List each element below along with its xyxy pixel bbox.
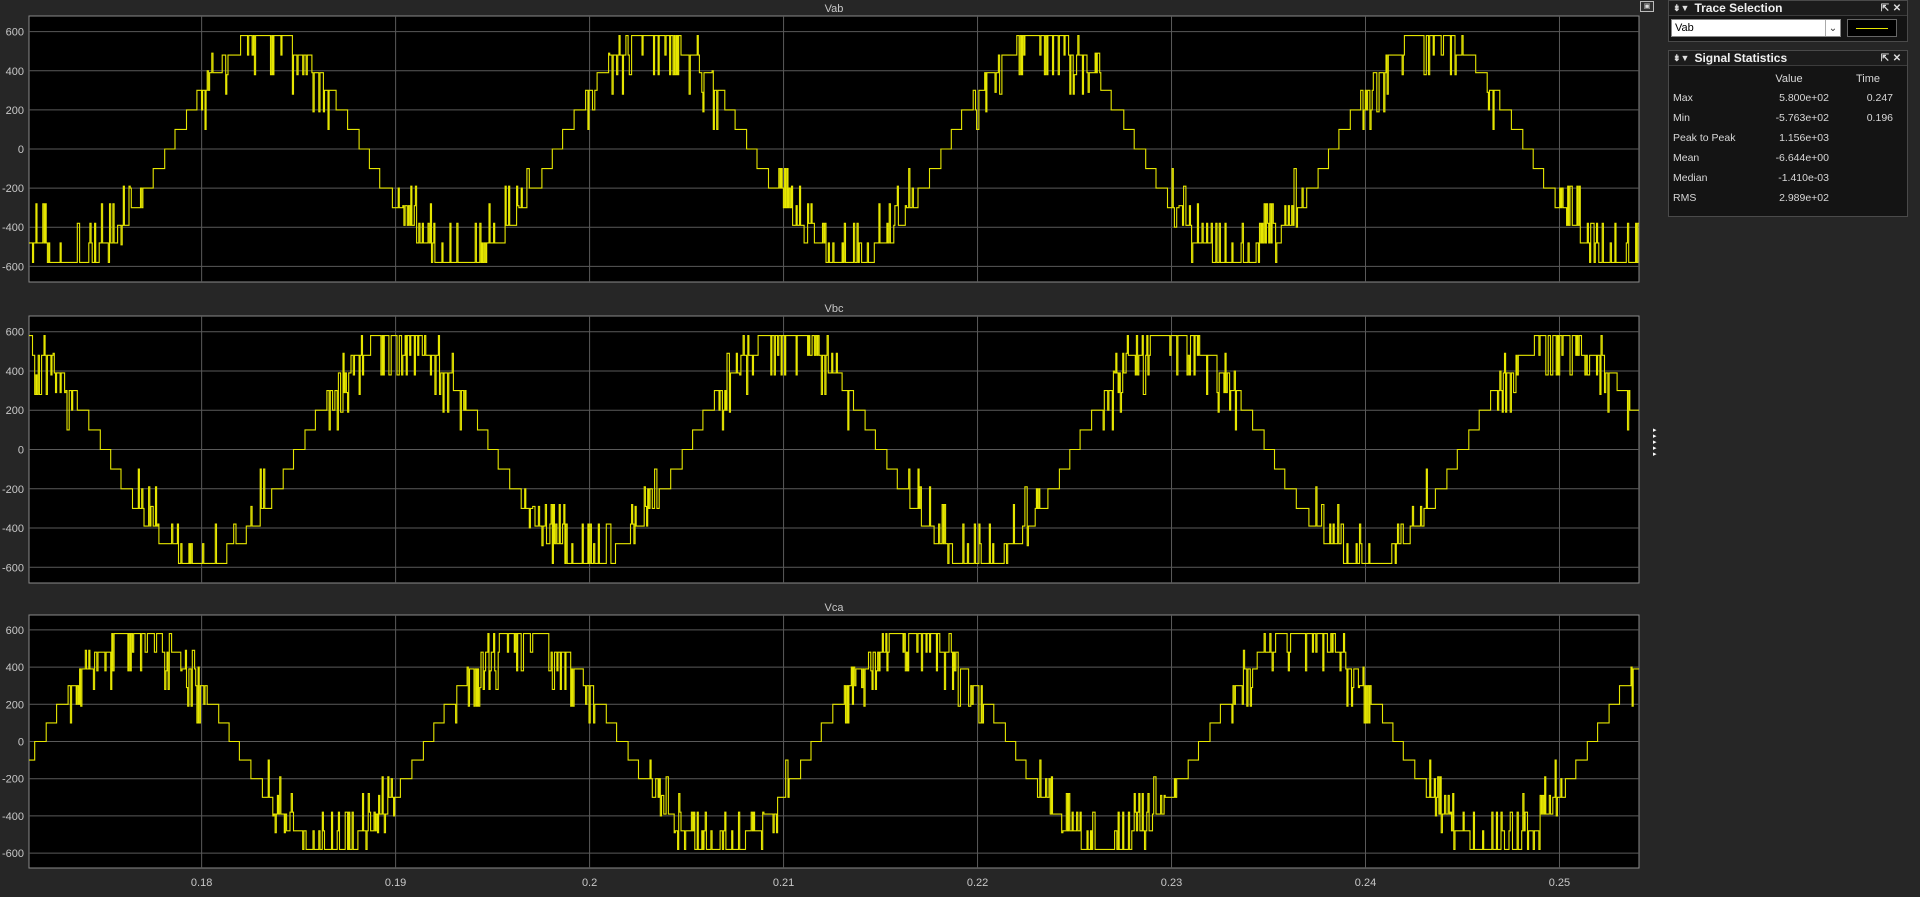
trace-selection-header[interactable]: ⇟▼ Trace Selection ⇱ ✕: [1669, 1, 1907, 16]
statistics-value: 5.800e+02: [1779, 92, 1829, 104]
signal-trace-vca: [29, 633, 1639, 850]
axes-title: Vab: [825, 3, 844, 15]
y-tick-label: -600: [2, 562, 24, 574]
statistics-value: -5.763e+02: [1775, 112, 1829, 124]
y-tick-label: -600: [2, 848, 24, 860]
y-tick-label: 400: [6, 662, 24, 674]
y-tick-label: 600: [6, 27, 24, 39]
signal-trace-vab: [29, 35, 1639, 263]
statistics-row: Peak to Peak 1.156e+03: [1669, 128, 1907, 148]
undock-icon[interactable]: ⇱: [1880, 2, 1890, 14]
x-tick-label: 0.18: [191, 877, 212, 889]
statistics-value: -6.644e+00: [1775, 152, 1829, 164]
y-tick-label: 200: [6, 405, 24, 417]
x-tick-label: 0.25: [1549, 877, 1570, 889]
statistics-row: Mean -6.644e+00: [1669, 148, 1907, 168]
undock-icon[interactable]: ⇱: [1880, 52, 1890, 64]
signal-statistics-title: Signal Statistics: [1694, 51, 1788, 65]
y-tick-label: -600: [2, 261, 24, 273]
x-tick-label: 0.21: [773, 877, 794, 889]
statistics-value: 2.989e+02: [1779, 192, 1829, 204]
close-icon[interactable]: ✕: [1892, 52, 1902, 64]
trace-line-style[interactable]: [1847, 19, 1897, 37]
statistics-label: Max: [1673, 92, 1693, 104]
statistics-value: 1.156e+03: [1779, 132, 1829, 144]
column-header: Time: [1855, 73, 1881, 85]
y-tick-label: 0: [18, 445, 24, 457]
statistics-time: [1829, 128, 1907, 148]
y-tick-label: -200: [2, 484, 24, 496]
scope-plots: Vab 600 400 200 0 -200 -400 -600 Vbc 600 400 200 0 -2…: [2, 3, 1640, 889]
trace-select-dropdown[interactable]: Vab ⌄: [1671, 19, 1841, 37]
y-tick-label: -400: [2, 811, 24, 823]
signal-statistics-panel: ⇟▼ Signal Statistics ⇱ ✕ Value Time Max 5…: [1668, 50, 1908, 217]
y-tick-label: -400: [2, 523, 24, 535]
chevron-down-icon[interactable]: ⌄: [1825, 20, 1840, 36]
close-icon[interactable]: ✕: [1892, 2, 1902, 14]
y-tick-label: -200: [2, 183, 24, 195]
y-tick-label: 0: [18, 737, 24, 749]
x-tick-label: 0.2: [582, 877, 597, 889]
statistics-label: RMS: [1673, 192, 1697, 204]
axes-title: Vca: [825, 602, 845, 614]
y-tick-label: 600: [6, 327, 24, 339]
y-tick-label: 400: [6, 66, 24, 78]
collapse-icon[interactable]: ⇟▼: [1673, 52, 1690, 63]
x-tick-label: 0.24: [1355, 877, 1376, 889]
signal-trace-vbc: [29, 335, 1639, 564]
y-tick-label: 600: [6, 625, 24, 637]
column-header: [1669, 70, 1749, 88]
trace-selection-title: Trace Selection: [1694, 1, 1783, 15]
y-tick-label: 400: [6, 366, 24, 378]
side-arrows-icon[interactable]: ▸ ▸ ▸ ▸ ▸: [1653, 427, 1657, 458]
y-tick-label: 200: [6, 105, 24, 117]
statistics-label: Median: [1673, 172, 1708, 184]
statistics-time: 0.247: [1866, 92, 1893, 104]
statistics-row: Min -5.763e+02 0.196: [1669, 108, 1907, 128]
trace-selection-panel: ⇟▼ Trace Selection ⇱ ✕ Vab ⌄: [1668, 0, 1908, 42]
statistics-label: Min: [1673, 112, 1690, 124]
statistics-label: Peak to Peak: [1673, 132, 1736, 144]
statistics-row: Max 5.800e+02 0.247: [1669, 88, 1907, 108]
y-tick-label: 200: [6, 699, 24, 711]
collapse-icon[interactable]: ⇟▼: [1673, 2, 1690, 13]
axes-title: Vbc: [825, 303, 844, 315]
dock-toggle-icon[interactable]: ▣: [1640, 1, 1654, 12]
signal-statistics-header[interactable]: ⇟▼ Signal Statistics ⇱ ✕: [1669, 51, 1907, 66]
statistics-value: -1.410e-03: [1778, 172, 1829, 184]
statistics-time: [1829, 188, 1907, 208]
trace-select-value: Vab: [1675, 22, 1694, 34]
x-tick-label: 0.22: [967, 877, 988, 889]
statistics-table: Value Time Max 5.800e+02 0.247 Min -5.763e+0…: [1669, 70, 1907, 208]
statistics-row: Median -1.410e-03: [1669, 168, 1907, 188]
y-tick-label: -200: [2, 774, 24, 786]
statistics-time: [1829, 168, 1907, 188]
column-header: Value: [1775, 73, 1803, 85]
statistics-time: 0.196: [1866, 112, 1893, 124]
statistics-label: Mean: [1673, 152, 1700, 164]
y-tick-label: 0: [18, 144, 24, 156]
statistics-row: RMS 2.989e+02: [1669, 188, 1907, 208]
x-tick-label: 0.19: [385, 877, 406, 889]
x-tick-label: 0.23: [1161, 877, 1182, 889]
statistics-time: [1829, 148, 1907, 168]
y-tick-label: -400: [2, 222, 24, 234]
